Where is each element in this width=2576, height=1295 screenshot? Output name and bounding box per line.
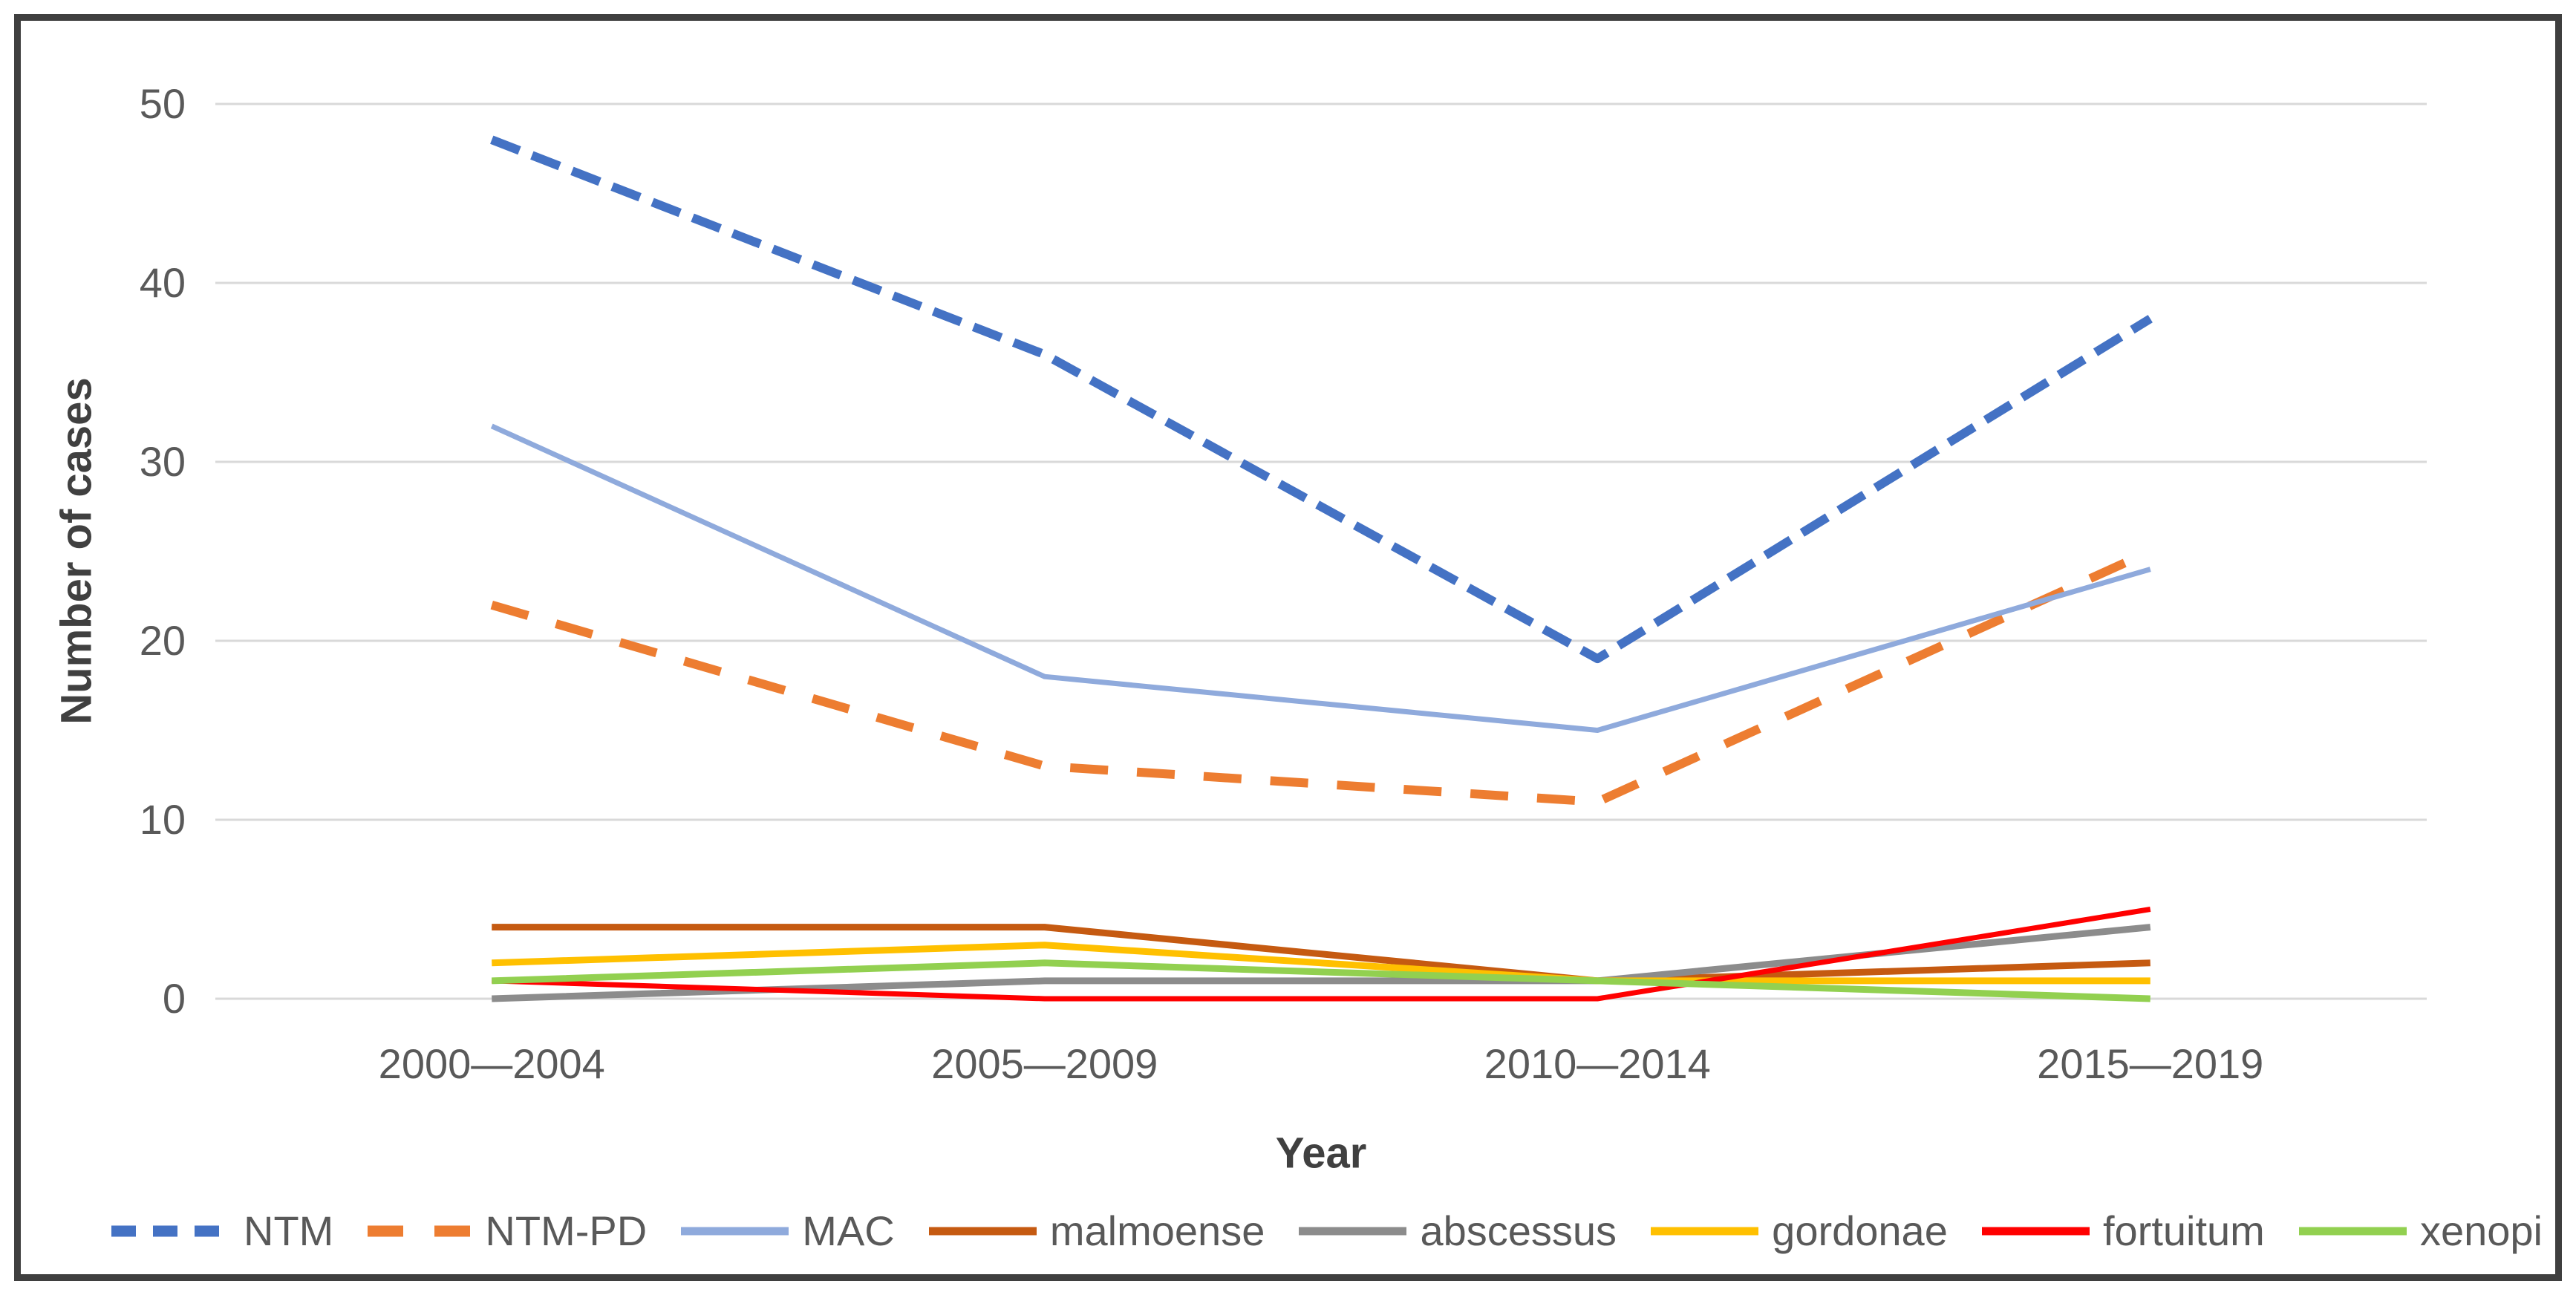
legend-label: malmoense xyxy=(1049,1207,1265,1254)
legend-swatch-ntm xyxy=(111,1225,230,1236)
x-category-label: 2005—2009 xyxy=(931,1040,1158,1087)
legend-label: gordonae xyxy=(1772,1207,1948,1254)
legend-item-fortuitum: fortuitum xyxy=(1981,1207,2265,1254)
x-category-label: 2010—2014 xyxy=(1484,1040,1711,1087)
legend-label: abscessus xyxy=(1420,1207,1617,1254)
legend-item-ntm-pd: NTM-PD xyxy=(368,1210,647,1252)
chart-legend: NTM NTM-PD MAC malmoense abscessus gordonae fo… xyxy=(111,1188,2543,1273)
series-line-ntm xyxy=(490,135,2153,664)
y-tick-label: 20 xyxy=(140,617,186,664)
series-line-fortuitum xyxy=(492,907,2151,1002)
series-line-ntm-pd xyxy=(490,547,2153,806)
legend-label: fortuitum xyxy=(2102,1207,2265,1254)
legend-item-abscessus: abscessus xyxy=(1299,1210,1617,1252)
legend-swatch-gordonae xyxy=(1651,1227,1759,1235)
legend-label: NTM xyxy=(244,1207,334,1254)
series-line-gordonae xyxy=(492,942,2151,985)
y-tick-label: 30 xyxy=(140,438,186,485)
legend-item-gordonae: gordonae xyxy=(1651,1210,1948,1252)
figure-border xyxy=(14,14,2562,1281)
legend-item-malmoense: malmoense xyxy=(928,1207,1265,1254)
legend-label: MAC xyxy=(802,1207,895,1254)
y-axis-title: Number of cases xyxy=(52,377,101,725)
series-line-mac xyxy=(490,423,2151,733)
x-category-label: 2000—2004 xyxy=(379,1040,605,1087)
legend-swatch-malmoense xyxy=(928,1227,1037,1235)
y-tick-label: 40 xyxy=(140,259,186,306)
series-line-xenopi xyxy=(492,959,2151,1002)
y-tick-label: 0 xyxy=(163,975,186,1022)
legend-swatch-abscessus xyxy=(1299,1227,1407,1235)
y-tick-label: 50 xyxy=(140,80,186,127)
legend-item-ntm: NTM xyxy=(111,1210,333,1252)
legend-label: xenopi xyxy=(2419,1207,2543,1254)
legend-swatch-fortuitum xyxy=(1981,1227,2090,1235)
legend-label: NTM-PD xyxy=(485,1207,648,1254)
legend-item-xenopi: xenopi xyxy=(2298,1207,2543,1254)
series-line-malmoense xyxy=(492,924,2151,985)
legend-swatch-mac xyxy=(681,1227,789,1235)
legend-swatch-xenopi xyxy=(2298,1227,2407,1235)
x-category-label: 2015—2019 xyxy=(2037,1040,2263,1087)
legend-item-mac: MAC xyxy=(681,1207,895,1254)
legend-swatch-ntm-pd xyxy=(368,1225,472,1236)
y-tick-label: 10 xyxy=(140,796,186,843)
x-axis-title: Year xyxy=(1275,1129,1367,1178)
